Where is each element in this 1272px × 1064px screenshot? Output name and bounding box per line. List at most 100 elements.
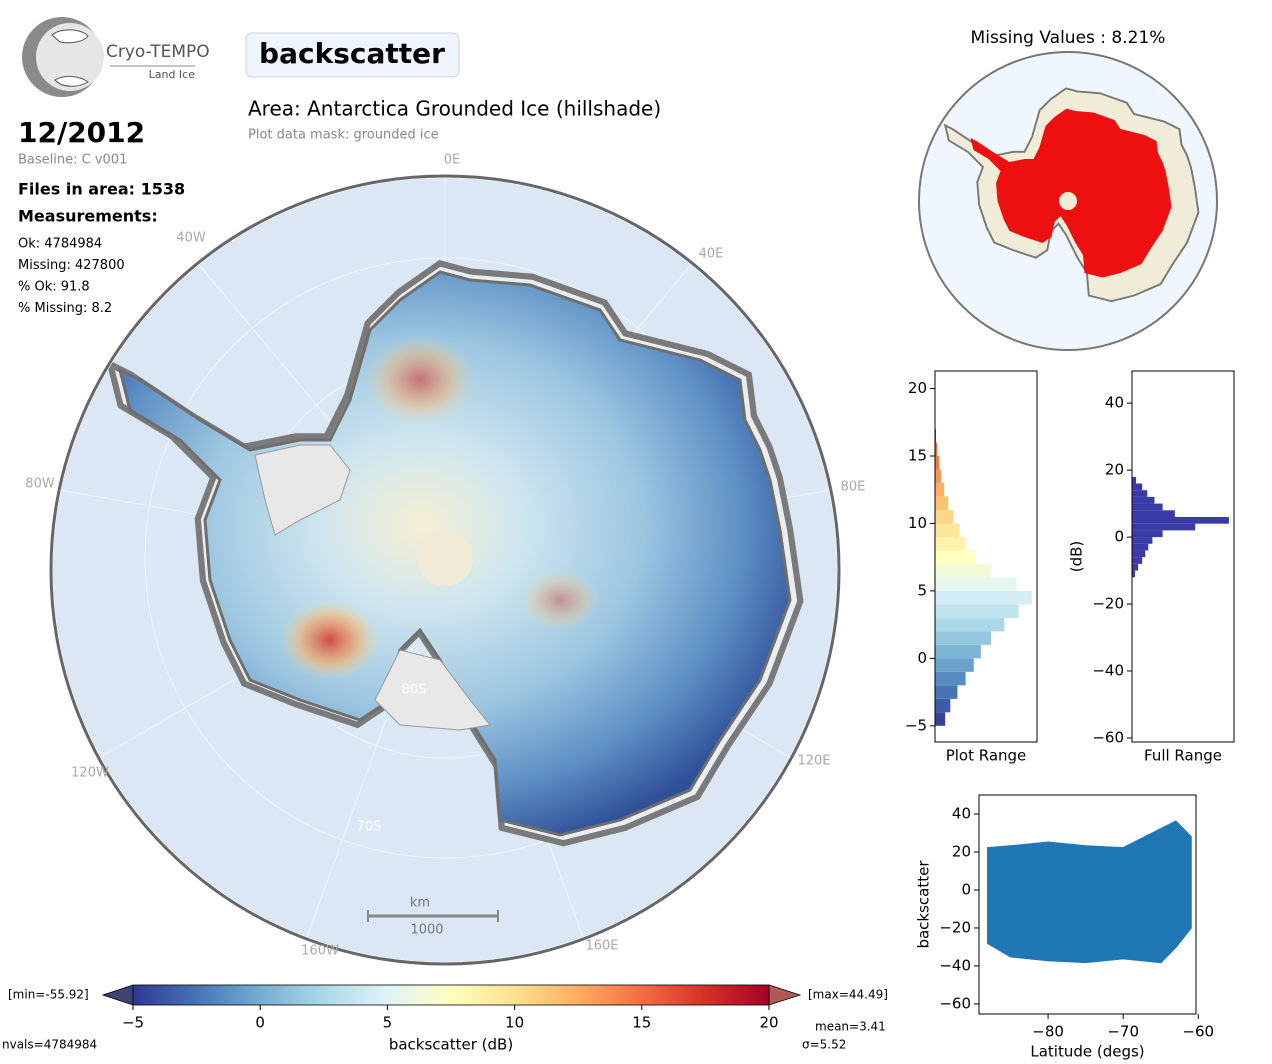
y-tick-label: −40 [939, 956, 971, 974]
measurement-line: % Missing: 8.2 [18, 301, 112, 316]
logo-title: Cryo-TEMPO [106, 42, 210, 62]
min-label: [min=-55.92] [8, 988, 89, 1002]
x-tick-label: −80 [1032, 1023, 1064, 1041]
histogram-bar [935, 536, 966, 551]
y-tick-label: −60 [939, 994, 971, 1012]
histogram-bar [935, 550, 976, 564]
histogram-bar [935, 482, 945, 497]
histogram-bar [1132, 563, 1139, 571]
files-count: Files in area: 1538 [18, 180, 185, 199]
histogram-bar [1132, 496, 1155, 504]
y-tick-label: −5 [905, 716, 927, 734]
y-tick-label: 40 [1105, 394, 1124, 412]
colorbar-tick-label: 5 [383, 1014, 393, 1032]
histogram-bar [1132, 516, 1229, 524]
colorbar-tick-label: −5 [122, 1014, 144, 1032]
logo: Cryo-TEMPO Land Ice [22, 17, 210, 97]
scale-length: 1000 [410, 923, 443, 938]
axes-frame [978, 794, 1197, 1015]
y-tick-label: −60 [1092, 728, 1124, 746]
mean-label: mean=3.41 [815, 1020, 886, 1034]
y-tick-label: 15 [908, 446, 927, 464]
histogram-bar [935, 631, 992, 645]
y-tick-label: 20 [908, 379, 927, 397]
graticule-label: 120W [71, 766, 109, 781]
y-tick-label: −20 [939, 918, 971, 936]
histogram-bar [935, 712, 946, 726]
y-tick-label: 10 [908, 514, 927, 532]
x-tick-label: −60 [1182, 1023, 1214, 1041]
histogram-bar [1132, 557, 1143, 564]
graticule-label: 70S [357, 820, 382, 835]
histogram-bar [935, 698, 951, 713]
histogram-bar [935, 671, 966, 686]
measurements-title: Measurements: [18, 207, 158, 226]
histogram-bar [1132, 570, 1136, 578]
histogram-bar [935, 658, 974, 672]
axes-frame [1131, 370, 1235, 743]
histogram-bar [1132, 537, 1153, 544]
graticule-label: 40W [176, 231, 206, 246]
histogram-bar [1132, 476, 1137, 484]
y-tick-label: 5 [917, 581, 927, 599]
histogram-bar [1132, 530, 1163, 538]
histogram-bar [935, 455, 940, 470]
parameter-box [245, 32, 460, 78]
graticule-label: 80W [25, 477, 55, 492]
y-tick-label: −20 [1092, 595, 1124, 613]
histogram-bar [935, 429, 937, 443]
histogram-bar [1132, 510, 1175, 517]
histogram-bar [935, 509, 954, 524]
histogram-bar [1132, 483, 1143, 491]
histogram-bar [935, 590, 1032, 605]
graticule-label: 160W [301, 944, 339, 959]
max-label: [max=44.49] [808, 988, 888, 1002]
x-axis-label: Full Range [1144, 747, 1222, 765]
y-tick-label: 20 [1105, 461, 1124, 479]
histogram-bar [935, 563, 992, 578]
histogram-bar [935, 644, 981, 659]
colorbar-tick-label: 10 [505, 1014, 524, 1032]
date: 12/2012 [18, 116, 145, 149]
graticule-label: 0E [444, 153, 461, 168]
y-tick-label: 0 [1114, 528, 1124, 546]
colorbar-label: backscatter (dB) [389, 1036, 513, 1054]
missing-map [918, 51, 1218, 351]
histogram-bar [935, 442, 938, 456]
x-tick-label: −70 [1107, 1023, 1139, 1041]
measurement-line: Missing: 427800 [18, 258, 125, 273]
histogram-bar [1132, 490, 1148, 497]
missing-title: Missing Values : 8.21% [971, 28, 1166, 48]
baseline: Baseline: C v001 [18, 153, 127, 168]
sigma-label: σ=5.52 [802, 1038, 846, 1052]
colorbar-tick-label: 15 [632, 1014, 651, 1032]
histogram-bar [935, 469, 942, 483]
scatter-cloud [987, 820, 1192, 964]
x-axis-label: Plot Range [946, 747, 1027, 765]
y-tick-label: 0 [917, 649, 927, 667]
graticule-label: 80E [841, 480, 866, 495]
histogram-bar [1132, 503, 1163, 511]
graticule-label: 120E [797, 754, 830, 769]
area-title: Area: Antarctica Grounded Ice (hillshade… [248, 97, 661, 121]
measurement-lines: Ok: 4784984 Missing: 427800 % Ok: 91.8 % Mi… [18, 237, 125, 317]
histogram-bar [935, 604, 1019, 618]
colorbar-tick-label: 0 [255, 1014, 265, 1032]
axes-frame [934, 370, 1038, 743]
histogram-bar [935, 617, 1005, 632]
measurement-line: % Ok: 91.8 [18, 280, 90, 295]
y-axis-label: (dB) [1068, 541, 1086, 573]
y-tick-label: −40 [1092, 662, 1124, 680]
y-axis-label: backscatter [915, 860, 933, 949]
scale-unit: km [410, 896, 430, 911]
histogram-bar [935, 496, 949, 510]
colorbar-tick-label: 20 [759, 1014, 778, 1032]
histogram-bar [1132, 550, 1146, 558]
graticule-label: 80S [402, 683, 427, 698]
x-axis-label: Latitude (degs) [1030, 1043, 1144, 1061]
histogram-bar [1132, 543, 1149, 551]
logo-subtitle: Land Ice [149, 68, 196, 81]
colorbar: [min=-55.92] [max=44.49] backscatter (dB… [2, 984, 888, 1054]
